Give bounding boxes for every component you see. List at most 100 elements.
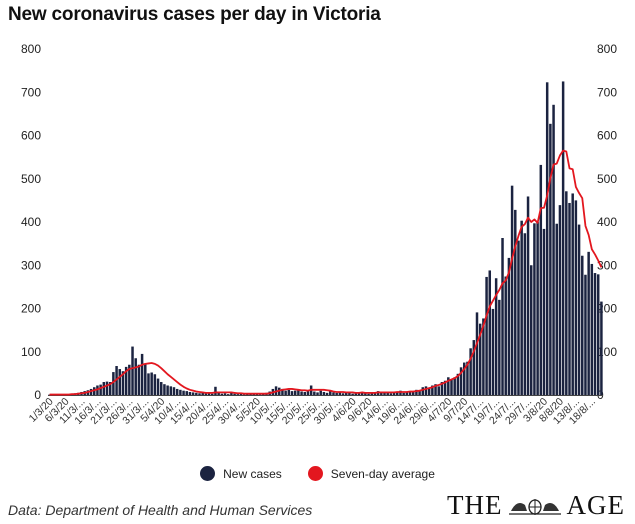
bar bbox=[188, 391, 192, 395]
bar bbox=[459, 367, 463, 395]
bar bbox=[300, 391, 303, 395]
bar bbox=[415, 389, 418, 395]
bar bbox=[450, 379, 453, 395]
bar bbox=[501, 238, 504, 395]
bar bbox=[478, 323, 482, 395]
y-tick-label-left: 400 bbox=[21, 215, 41, 229]
bar bbox=[577, 224, 581, 395]
crest-icon bbox=[508, 498, 561, 515]
bar bbox=[431, 385, 434, 395]
bar bbox=[313, 391, 316, 395]
bar bbox=[587, 251, 590, 395]
legend-label-new-cases: New cases bbox=[223, 466, 282, 481]
average-swatch bbox=[307, 466, 323, 481]
bar bbox=[175, 388, 179, 395]
bar bbox=[207, 393, 211, 395]
bar bbox=[488, 270, 492, 395]
bar bbox=[163, 384, 166, 395]
bar bbox=[344, 392, 348, 395]
bar bbox=[491, 308, 495, 395]
bar bbox=[411, 391, 415, 395]
y-tick-label-right: 400 bbox=[597, 215, 617, 229]
bar bbox=[514, 209, 517, 395]
new-cases-bars bbox=[48, 81, 603, 396]
bar bbox=[306, 391, 310, 395]
bar bbox=[341, 393, 345, 395]
bar bbox=[561, 81, 565, 395]
bar bbox=[456, 373, 460, 395]
bar bbox=[128, 364, 131, 395]
bar bbox=[427, 388, 431, 395]
bar bbox=[498, 299, 501, 395]
bar bbox=[447, 377, 450, 395]
x-axis-ticks: 1/3/206/3/2011/3/...16/3/...21/3/...26/3… bbox=[27, 396, 598, 427]
bar bbox=[287, 389, 291, 395]
bar bbox=[466, 361, 469, 395]
y-tick-label-right: 700 bbox=[597, 85, 617, 99]
legend-item-new-cases[interactable]: New cases bbox=[200, 466, 282, 481]
legend-item-average[interactable]: Seven-day average bbox=[307, 466, 435, 481]
bar bbox=[284, 390, 287, 395]
bar bbox=[105, 381, 109, 395]
logo-text-age: AGE bbox=[566, 490, 625, 520]
bar bbox=[421, 387, 425, 395]
y-tick-label-right: 200 bbox=[597, 302, 617, 316]
bar bbox=[510, 185, 514, 395]
y-tick-label-left: 300 bbox=[21, 258, 41, 272]
bar bbox=[112, 372, 115, 395]
legend-label-average: Seven-day average bbox=[330, 466, 435, 481]
bar bbox=[463, 362, 466, 395]
bar bbox=[150, 372, 153, 395]
bar bbox=[517, 240, 520, 395]
bar bbox=[523, 233, 527, 395]
bar bbox=[386, 392, 389, 395]
bar bbox=[389, 393, 393, 395]
seven-day-average-line bbox=[49, 149, 603, 396]
bar bbox=[581, 255, 584, 395]
bar bbox=[153, 374, 157, 395]
bar bbox=[402, 392, 405, 395]
the-age-logo: THE AGE bbox=[447, 490, 625, 521]
bar bbox=[549, 123, 552, 395]
y-tick-label-right: 100 bbox=[597, 345, 617, 359]
bar bbox=[539, 164, 543, 395]
bar bbox=[367, 393, 370, 395]
bar bbox=[281, 388, 284, 395]
bar bbox=[574, 200, 578, 396]
logo-text-the: THE bbox=[447, 490, 503, 520]
bar bbox=[360, 391, 364, 395]
bar bbox=[102, 382, 106, 395]
bar bbox=[172, 387, 176, 395]
new-cases-swatch bbox=[200, 466, 216, 481]
bar bbox=[593, 273, 597, 395]
bar bbox=[293, 390, 297, 395]
bar bbox=[290, 391, 294, 395]
bar bbox=[166, 385, 169, 395]
bar bbox=[529, 265, 533, 395]
y-tick-label-left: 100 bbox=[21, 345, 41, 359]
bar bbox=[571, 193, 574, 395]
bar bbox=[348, 392, 351, 395]
y-tick-label-left: 600 bbox=[21, 129, 41, 143]
bar bbox=[325, 392, 329, 395]
bar bbox=[555, 223, 558, 395]
bar bbox=[405, 392, 409, 395]
bar bbox=[211, 393, 214, 395]
bar bbox=[408, 391, 412, 395]
bar bbox=[236, 394, 240, 395]
bar bbox=[182, 390, 185, 395]
bar bbox=[469, 348, 472, 395]
bar bbox=[392, 391, 396, 395]
bar bbox=[364, 392, 367, 395]
bar bbox=[453, 377, 456, 395]
bar bbox=[233, 393, 236, 395]
bar bbox=[137, 364, 141, 395]
bar bbox=[99, 384, 102, 395]
bar bbox=[140, 353, 144, 395]
bar bbox=[124, 366, 128, 395]
bar bbox=[533, 223, 536, 395]
bar bbox=[131, 346, 134, 395]
bar bbox=[357, 393, 361, 395]
bar bbox=[351, 393, 354, 395]
bar bbox=[303, 391, 307, 395]
